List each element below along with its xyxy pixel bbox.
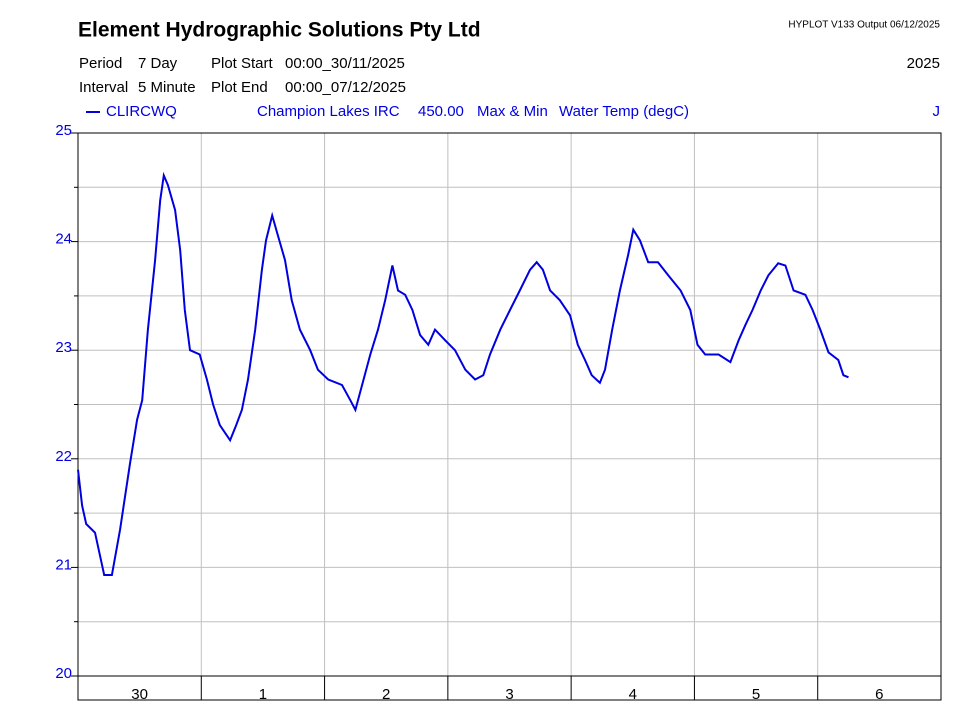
start-label: Plot Start — [211, 55, 274, 72]
y-tick-label: 23 — [55, 339, 72, 356]
x-tick-label: 2 — [382, 686, 390, 703]
legend-variable: Water Temp (degC) — [559, 103, 689, 120]
y-tick-label: 20 — [55, 665, 72, 682]
data-line — [77, 171, 849, 576]
y-tick-label: 22 — [55, 448, 72, 465]
end: 00:00_07/12/2025 — [285, 79, 406, 96]
x-tick-label: 5 — [752, 686, 760, 703]
x-tick-label: 6 — [875, 686, 883, 703]
x-tick-label: 1 — [259, 686, 267, 703]
version: HYPLOT V133 Output 06/12/2025 — [788, 20, 940, 31]
title: Element Hydrographic Solutions Pty Ltd — [78, 19, 481, 42]
plot-frame — [77, 132, 942, 701]
end-label: Plot End — [211, 79, 268, 96]
legend-name: CLIRCWQ — [106, 103, 177, 120]
period-label: Period — [79, 55, 122, 72]
interval-label: Interval — [79, 79, 128, 96]
legend-code: 450.00 — [418, 103, 464, 120]
period: 7 Day — [138, 55, 178, 72]
interval: 5 Minute — [138, 79, 196, 96]
legend-stat: Max & Min — [477, 103, 548, 120]
year: 2025 — [907, 55, 940, 72]
x-tick-label: 30 — [131, 686, 148, 703]
x-tick-label: 3 — [505, 686, 513, 703]
y-tick-label: 25 — [55, 122, 72, 139]
legend-quality: J — [933, 103, 941, 120]
legend-site: Champion Lakes IRC — [257, 103, 400, 120]
start: 00:00_30/11/2025 — [285, 55, 405, 72]
y-tick-label: 24 — [55, 231, 72, 248]
y-tick-label: 21 — [55, 556, 72, 573]
x-tick-label: 4 — [629, 686, 637, 703]
